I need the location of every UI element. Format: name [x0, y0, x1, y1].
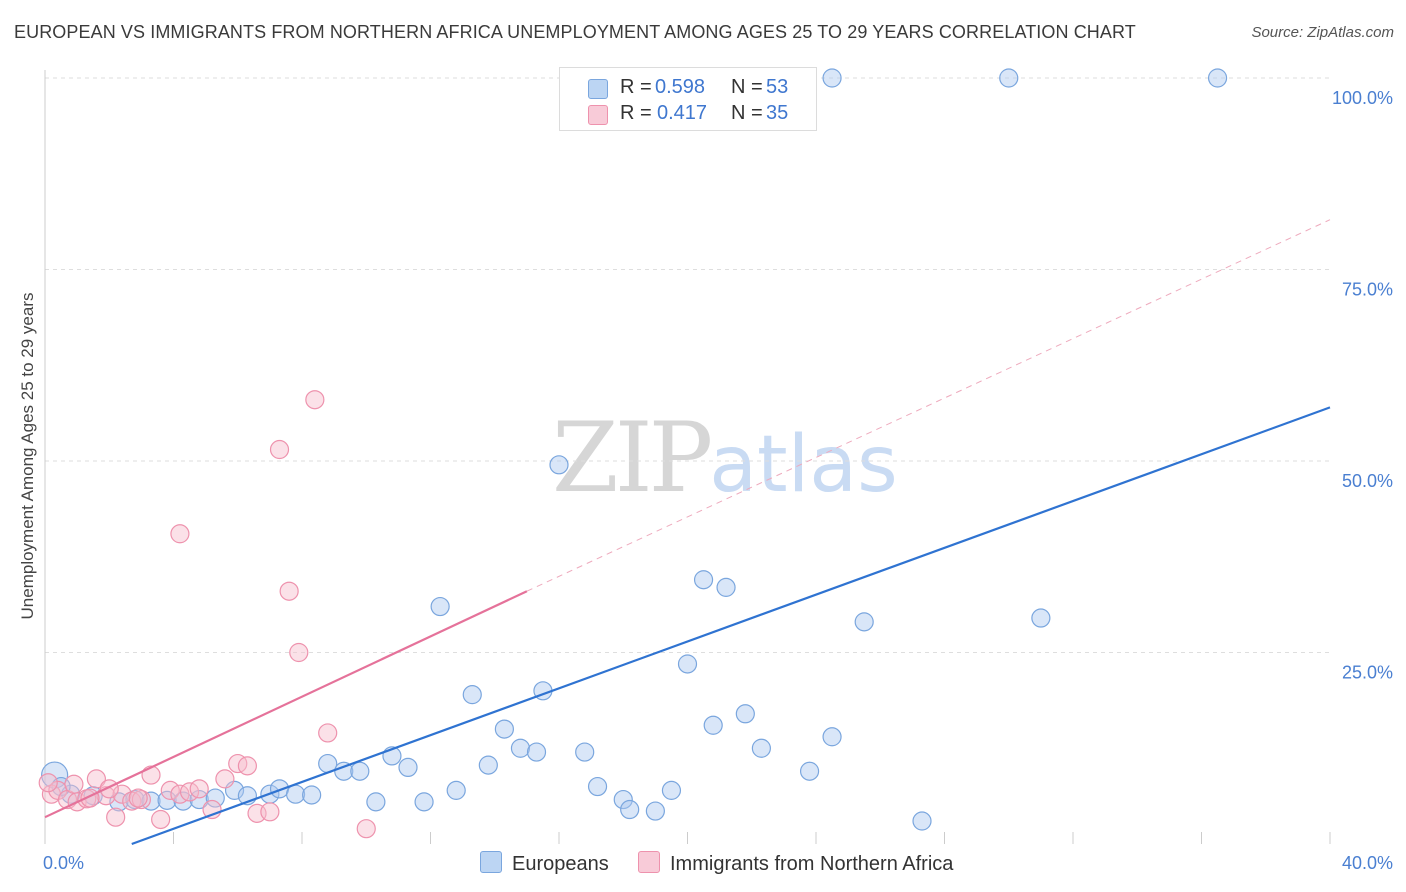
point-europeans — [302, 785, 322, 805]
trendline-extension-northern-africa — [526, 219, 1331, 592]
point-europeans — [430, 596, 450, 617]
point-northern-africa — [215, 769, 235, 789]
y-tick-label: 25.0% — [1342, 663, 1393, 683]
legend-swatch-europeans — [588, 79, 608, 99]
watermark-atlas: atlas — [709, 420, 898, 510]
point-europeans — [494, 719, 514, 739]
y-tick-label: 50.0% — [1342, 471, 1393, 491]
point-europeans — [912, 811, 932, 831]
point-northern-africa — [106, 807, 126, 827]
legend-r-value: 0.417 — [657, 102, 708, 124]
watermark-zip: ZIP — [552, 402, 713, 514]
point-europeans — [478, 755, 498, 775]
point-northern-africa — [160, 780, 180, 800]
legend-r-value: 0.598 — [655, 76, 706, 98]
point-europeans — [854, 612, 874, 632]
point-northern-africa — [64, 774, 84, 794]
point-europeans — [526, 742, 547, 762]
point-northern-africa — [318, 723, 338, 743]
bottom-legend-europeans: Europeans — [480, 851, 609, 876]
point-northern-africa — [112, 784, 132, 804]
point-northern-africa — [237, 756, 257, 776]
x-tick-label: 40.0% — [1342, 853, 1393, 873]
point-europeans — [693, 570, 714, 590]
trendline-northern-africa — [44, 590, 528, 819]
bottom-legend-swatch-northern-africa — [638, 851, 660, 873]
point-europeans — [334, 761, 354, 781]
point-europeans — [677, 654, 698, 674]
point-europeans — [716, 577, 736, 597]
point-europeans — [751, 738, 771, 758]
point-northern-africa — [260, 802, 280, 822]
point-northern-africa — [269, 439, 290, 460]
point-northern-africa — [289, 642, 309, 663]
point-europeans — [575, 742, 595, 762]
point-europeans — [703, 715, 723, 735]
legend-row-europeans: R = 0.598 N = 53 — [560, 76, 816, 102]
point-europeans — [189, 789, 209, 810]
point-europeans — [613, 789, 633, 810]
point-europeans — [1207, 68, 1228, 88]
point-europeans — [735, 704, 755, 724]
point-europeans — [661, 780, 682, 800]
point-europeans — [999, 68, 1019, 88]
point-northern-africa — [128, 788, 148, 808]
bottom-legend-swatch-europeans — [480, 851, 502, 873]
point-northern-africa — [170, 524, 190, 544]
point-northern-africa — [131, 789, 151, 810]
legend-box: R = 0.598 N = 53 R = 0.417 N = 35 — [559, 67, 817, 131]
y-tick-label: 75.0% — [1342, 280, 1393, 300]
point-europeans — [125, 789, 145, 810]
point-europeans — [587, 776, 608, 797]
trendline-europeans — [131, 406, 1331, 846]
point-europeans — [822, 68, 842, 88]
point-europeans — [549, 455, 569, 475]
point-europeans — [1031, 608, 1051, 628]
bottom-legend-label: Europeans — [512, 853, 609, 875]
point-europeans — [645, 801, 665, 821]
point-europeans — [205, 788, 225, 808]
x-tick-label: 0.0% — [43, 853, 84, 873]
point-northern-africa — [279, 581, 299, 601]
legend-n-value: 35 — [766, 102, 789, 124]
point-europeans — [462, 685, 482, 705]
point-europeans — [799, 761, 820, 781]
source-credit: Source: ZipAtlas.com — [1251, 24, 1394, 41]
chart-title: EUROPEAN VS IMMIGRANTS FROM NORTHERN AFR… — [14, 22, 1136, 42]
point-northern-africa — [86, 769, 107, 789]
legend-r-label: R = — [620, 76, 652, 98]
legend-row-northern-africa: R = 0.417 N = 35 — [560, 102, 816, 128]
watermark: ZIPatlas — [552, 402, 898, 514]
bottom-legend-label: Immigrants from Northern Africa — [670, 853, 954, 875]
point-northern-africa — [38, 773, 58, 793]
point-europeans — [446, 780, 466, 800]
point-northern-africa — [305, 390, 325, 410]
legend-r-label: R = — [620, 102, 652, 124]
point-northern-africa — [141, 765, 161, 785]
point-europeans — [510, 738, 531, 758]
point-europeans — [822, 727, 842, 747]
y-tick-label: 100.0% — [1332, 88, 1393, 108]
point-europeans — [414, 792, 434, 812]
bottom-legend-northern-africa: Immigrants from Northern Africa — [638, 851, 953, 876]
point-northern-africa — [189, 779, 209, 799]
point-europeans — [620, 799, 640, 820]
legend-n-label: N = — [731, 76, 763, 98]
point-europeans — [285, 784, 306, 804]
point-europeans — [350, 761, 370, 781]
legend-n-value: 53 — [766, 76, 789, 98]
point-northern-africa — [151, 809, 171, 830]
legend-n-label: N = — [731, 102, 763, 124]
point-europeans — [398, 757, 418, 778]
point-europeans — [366, 792, 386, 812]
legend-swatch-northern-africa — [588, 105, 608, 125]
point-northern-africa — [356, 819, 376, 839]
